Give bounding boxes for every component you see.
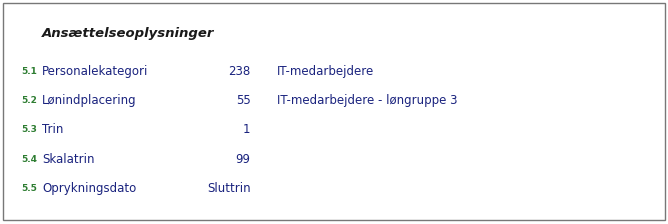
Text: 5.2: 5.2	[21, 96, 37, 105]
Text: Trin: Trin	[42, 123, 63, 136]
Text: Lønindplacering: Lønindplacering	[42, 94, 137, 107]
Text: Ansættelseoplysninger: Ansættelseoplysninger	[42, 27, 214, 40]
Text: Personalekategori: Personalekategori	[42, 65, 148, 78]
Text: Oprykningsdato: Oprykningsdato	[42, 182, 136, 195]
Text: 5.3: 5.3	[21, 125, 37, 134]
Text: 1: 1	[243, 123, 250, 136]
Text: Sluttrin: Sluttrin	[207, 182, 250, 195]
Text: 238: 238	[228, 65, 250, 78]
Text: 5.4: 5.4	[21, 155, 37, 164]
Text: 55: 55	[236, 94, 250, 107]
Text: IT-medarbejdere - løngruppe 3: IT-medarbejdere - løngruppe 3	[277, 94, 458, 107]
Text: 5.1: 5.1	[21, 67, 37, 76]
FancyBboxPatch shape	[3, 3, 665, 220]
Text: Skalatrin: Skalatrin	[42, 153, 95, 166]
Text: IT-medarbejdere: IT-medarbejdere	[277, 65, 375, 78]
Text: 99: 99	[236, 153, 250, 166]
Text: 5.5: 5.5	[21, 184, 37, 193]
